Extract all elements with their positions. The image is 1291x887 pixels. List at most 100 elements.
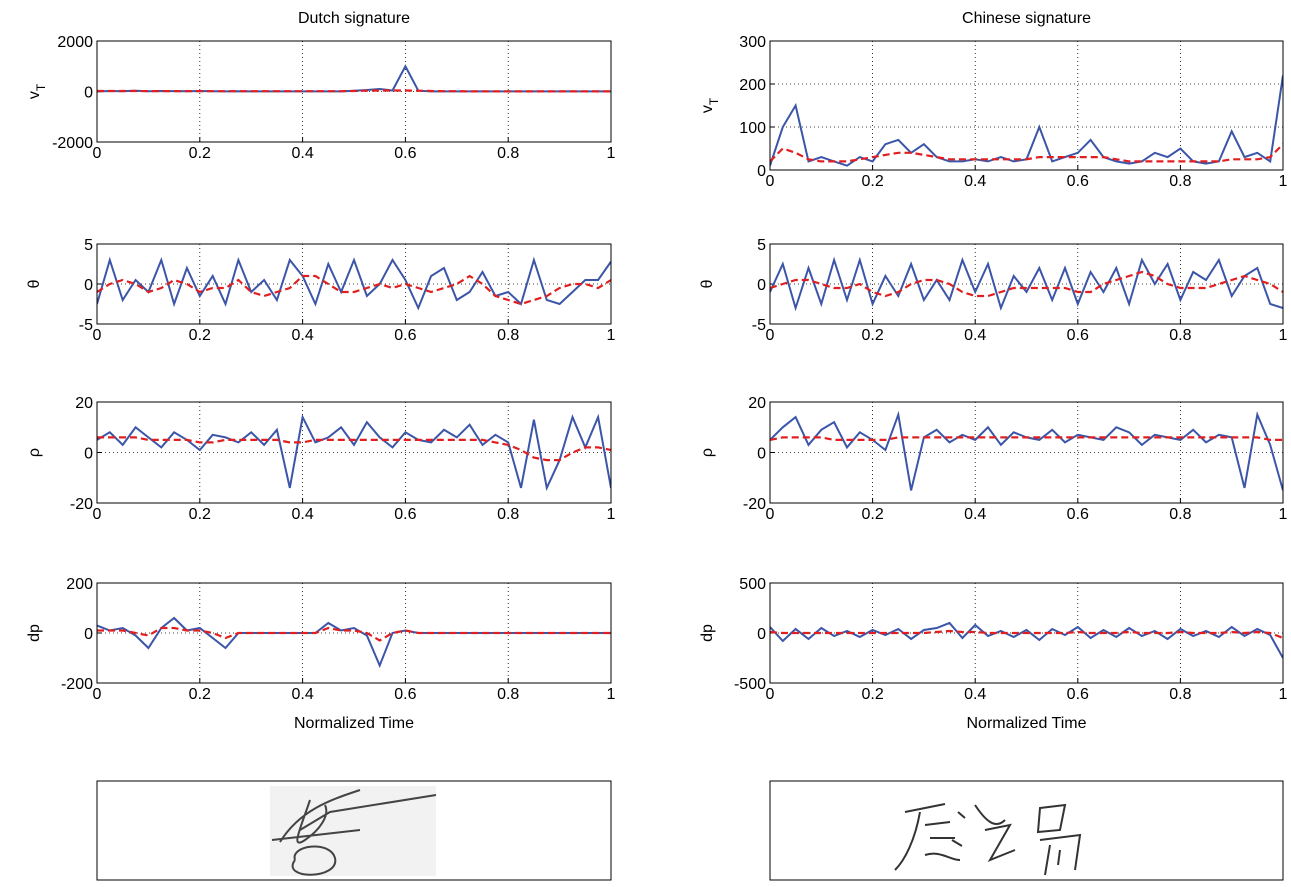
y-tick-label: -2000 <box>52 135 93 152</box>
x-tick-label: 0.6 <box>394 145 416 162</box>
y-axis-label-sub: T <box>707 97 721 105</box>
series-line <box>97 436 611 462</box>
x-tick-label: 0.2 <box>189 327 211 344</box>
axes-frame <box>769 401 1284 504</box>
axes-frame <box>96 40 612 143</box>
series-line <box>97 274 611 306</box>
y-axis-label-text: ρ <box>699 448 716 457</box>
x-tick-label: 0 <box>766 686 775 703</box>
y-axis-label: θ <box>699 279 716 288</box>
x-tick-label: 0 <box>93 686 102 703</box>
y-axis-label-text: θ <box>26 279 43 288</box>
y-axis-label: vT <box>26 83 48 99</box>
signature-box <box>769 780 1284 881</box>
series-line <box>97 616 611 669</box>
x-tick-label: 0.8 <box>497 145 519 162</box>
y-axis-label: ρ <box>699 448 716 457</box>
axes-frame <box>769 243 1284 325</box>
x-tick-label: 0.6 <box>1067 327 1089 344</box>
series-line <box>770 436 1283 441</box>
y-tick-label: 5 <box>757 237 766 254</box>
x-tick-label: 0 <box>766 327 775 344</box>
y-tick-label: -5 <box>79 317 93 334</box>
y-tick-label: -5 <box>752 317 766 334</box>
x-tick-label: 1 <box>607 686 616 703</box>
y-axis-label: dp <box>699 624 716 642</box>
x-axis-label: Normalized Time <box>294 715 414 732</box>
chart-title: Dutch signature <box>298 10 410 27</box>
x-tick-label: 0.8 <box>1169 686 1191 703</box>
y-axis-label: dp <box>26 624 43 642</box>
axes-frame <box>96 401 612 504</box>
x-tick-label: 0 <box>93 145 102 162</box>
y-axis-label: ρ <box>26 448 43 457</box>
series-line <box>97 256 611 311</box>
signature-strokes <box>271 789 437 876</box>
series-line <box>97 413 611 492</box>
series-line <box>770 143 1283 163</box>
y-tick-label: 0 <box>757 446 766 463</box>
y-tick-label: 0 <box>84 85 93 102</box>
y-tick-label: 0 <box>757 163 766 180</box>
x-axis-label: Normalized Time <box>966 715 1086 732</box>
x-tick-label: 0.2 <box>189 145 211 162</box>
x-tick-label: 0.2 <box>861 173 883 190</box>
x-tick-label: 0.2 <box>861 506 883 523</box>
signature-box <box>96 780 612 881</box>
y-axis-label-text: ρ <box>26 448 43 457</box>
x-tick-label: 1 <box>1279 506 1288 523</box>
x-tick-label: 0.6 <box>1067 686 1089 703</box>
y-tick-label: -20 <box>70 496 93 513</box>
series-line <box>770 629 1283 640</box>
y-tick-label: 0 <box>84 277 93 294</box>
y-axis-label-text: dp <box>26 624 43 642</box>
x-tick-label: 0.4 <box>964 686 986 703</box>
x-tick-label: 0.8 <box>497 686 519 703</box>
y-tick-label: 500 <box>739 576 766 593</box>
series-line <box>770 270 1283 298</box>
axes-frame <box>769 40 1284 171</box>
y-axis-label-text: v <box>26 91 43 99</box>
x-tick-label: 0.8 <box>497 506 519 523</box>
y-tick-label: -500 <box>734 676 766 693</box>
y-tick-label: 20 <box>748 395 766 412</box>
x-tick-label: 0.2 <box>189 686 211 703</box>
x-tick-label: 1 <box>1279 173 1288 190</box>
series-line <box>770 256 1283 312</box>
y-tick-label: 0 <box>757 277 766 294</box>
x-tick-label: 0.8 <box>1169 506 1191 523</box>
y-tick-label: 200 <box>66 576 93 593</box>
y-axis-label: vT <box>699 97 721 113</box>
x-tick-label: 0.8 <box>1169 173 1191 190</box>
y-tick-label: -200 <box>61 676 93 693</box>
x-tick-label: 0.4 <box>291 686 313 703</box>
y-tick-label: 0 <box>84 626 93 643</box>
y-tick-label: -20 <box>743 496 766 513</box>
x-tick-label: 0.2 <box>189 506 211 523</box>
x-tick-label: 0.4 <box>964 173 986 190</box>
x-tick-label: 0.2 <box>861 327 883 344</box>
x-tick-label: 0.8 <box>1169 327 1191 344</box>
x-tick-label: 0.6 <box>394 506 416 523</box>
x-tick-label: 1 <box>607 506 616 523</box>
x-tick-label: 0.6 <box>394 327 416 344</box>
y-tick-label: 5 <box>84 237 93 254</box>
plot-area <box>770 41 1283 170</box>
x-tick-label: 0.6 <box>1067 173 1089 190</box>
y-tick-label: 2000 <box>57 34 93 51</box>
x-tick-label: 0.2 <box>861 686 883 703</box>
x-tick-label: 0 <box>766 506 775 523</box>
axes-frame <box>96 582 612 684</box>
x-tick-label: 1 <box>1279 686 1288 703</box>
x-tick-label: 0.4 <box>964 506 986 523</box>
x-tick-label: 0.8 <box>497 327 519 344</box>
x-tick-label: 0 <box>766 173 775 190</box>
signature-strokes <box>894 803 1082 876</box>
x-tick-label: 0.6 <box>394 686 416 703</box>
series-line <box>97 626 611 642</box>
y-tick-label: 300 <box>739 34 766 51</box>
x-tick-label: 0 <box>93 506 102 523</box>
series-line <box>770 621 1283 659</box>
